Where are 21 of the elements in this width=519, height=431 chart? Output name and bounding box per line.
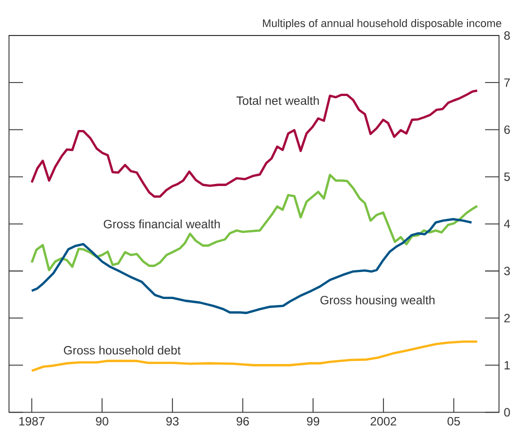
y-tick-label: 1: [504, 361, 510, 370]
x-tick-label: 99: [306, 417, 320, 426]
series-label: Gross financial wealth: [104, 219, 220, 228]
x-tick-label: 93: [166, 417, 179, 426]
series-label: Gross household debt: [64, 346, 181, 355]
y-tick-label: 4: [504, 220, 510, 228]
y-tick-label: 8: [504, 31, 510, 40]
y-tick-label: 2: [504, 314, 510, 322]
y-tick-label: 0: [504, 408, 510, 417]
y-axis-title: Multiples of annual household disposable income: [263, 19, 502, 30]
x-tick-label: 96: [236, 417, 249, 426]
series-label: Total net wealth: [236, 96, 319, 105]
x-tick-label: 05: [448, 417, 460, 426]
series-label: Gross housing wealth: [320, 296, 434, 307]
x-tick-label: 90: [96, 417, 108, 426]
y-tick-label: 5: [504, 172, 510, 181]
y-tick-label: 6: [504, 125, 510, 134]
y-tick-label: 7: [504, 78, 510, 87]
x-tick-label: 2002: [370, 417, 396, 426]
y-tick-label: 3: [504, 266, 510, 276]
x-tick-label: 1987: [19, 417, 44, 426]
